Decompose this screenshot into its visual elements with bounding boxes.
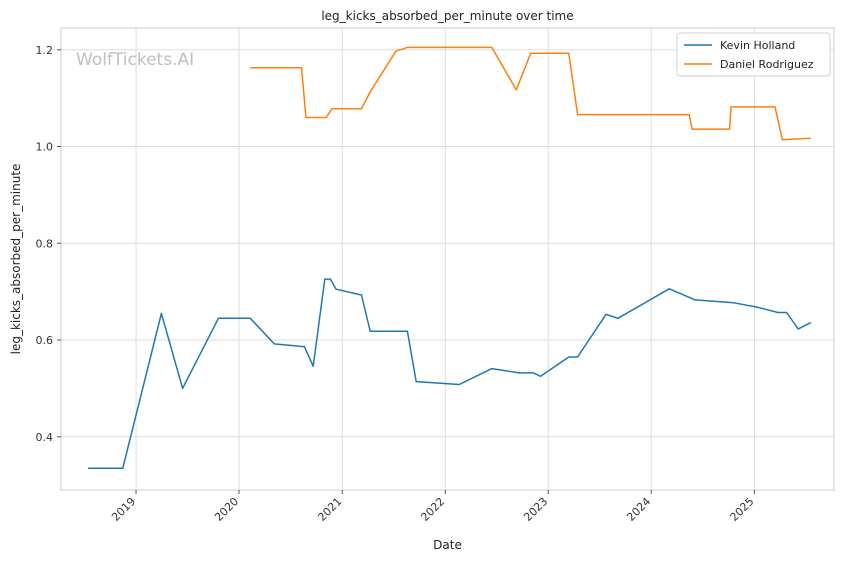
legend-box bbox=[676, 32, 831, 77]
y-tick-label: 0.8 bbox=[36, 237, 54, 250]
legend-label-daniel-rodriguez: Daniel Rodriguez bbox=[720, 58, 814, 71]
y-tick-label: 0.4 bbox=[36, 431, 54, 444]
x-axis-label: Date bbox=[433, 538, 462, 552]
y-axis-ticks: 0.4 0.6 0.8 1.0 1.2 bbox=[36, 44, 61, 444]
y-tick-label: 1.0 bbox=[36, 141, 54, 154]
plot-frame bbox=[60, 27, 835, 491]
series-line-kevin-holland bbox=[88, 278, 812, 469]
y-axis-label: leg_kicks_absorbed_per_minute bbox=[9, 164, 23, 355]
legend-label-kevin-holland: Kevin Holland bbox=[720, 39, 795, 52]
y-tick-label: 0.6 bbox=[36, 334, 54, 347]
series-line-daniel-rodriguez bbox=[250, 46, 811, 141]
watermark: WolfTickets.AI bbox=[76, 50, 194, 70]
y-tick-label: 1.2 bbox=[36, 44, 54, 57]
grid-lines bbox=[61, 28, 834, 490]
chart-title: leg_kicks_absorbed_per_minute over time bbox=[321, 9, 573, 23]
series-layer bbox=[88, 46, 812, 469]
legend: Kevin Holland Daniel Rodriguez bbox=[676, 32, 831, 77]
